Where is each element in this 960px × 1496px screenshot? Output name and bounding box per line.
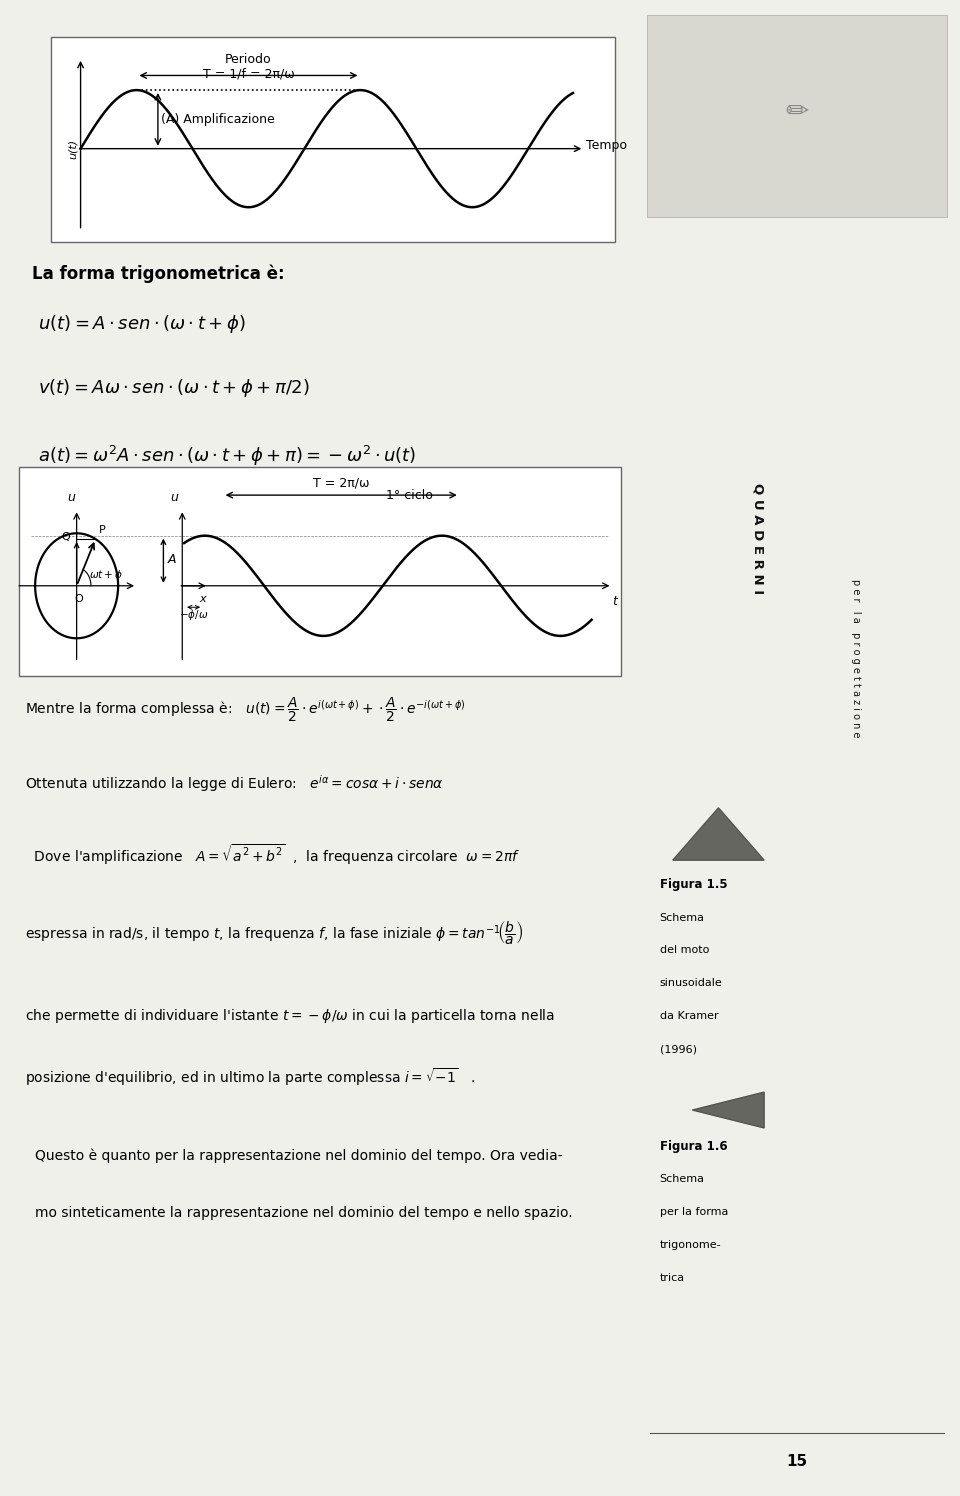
Text: (A) Amplificazione: (A) Amplificazione [161, 112, 276, 126]
Text: 15: 15 [786, 1454, 807, 1469]
Text: Schema: Schema [660, 913, 705, 923]
FancyBboxPatch shape [51, 37, 614, 242]
Text: p e r   l a   p r o g e t t a z i o n e: p e r l a p r o g e t t a z i o n e [851, 579, 860, 738]
Text: Schema: Schema [660, 1174, 705, 1185]
Text: Questo è quanto per la rappresentazione nel dominio del tempo. Ora vedia-: Questo è quanto per la rappresentazione … [35, 1149, 563, 1164]
Polygon shape [673, 808, 764, 860]
Text: 1° ciclo: 1° ciclo [386, 489, 433, 501]
Text: trica: trica [660, 1273, 684, 1284]
Text: trigonome-: trigonome- [660, 1240, 721, 1251]
Text: del moto: del moto [660, 945, 709, 956]
Text: mo sinteticamente la rappresentazione nel dominio del tempo e nello spazio.: mo sinteticamente la rappresentazione ne… [35, 1206, 572, 1219]
Text: espressa in rad/s, il tempo $t$, la frequenza $f$, la fase iniziale $\phi = tan^: espressa in rad/s, il tempo $t$, la freq… [25, 920, 524, 947]
Text: ✏: ✏ [785, 99, 808, 126]
Text: x: x [200, 594, 206, 604]
Text: per la forma: per la forma [660, 1207, 728, 1218]
Text: Tempo: Tempo [586, 139, 627, 153]
Text: A: A [167, 554, 176, 565]
Text: $\omega t+\phi$: $\omega t+\phi$ [88, 568, 123, 582]
Text: $a(t)= \omega^2 A\cdot sen\cdot(\omega\cdot t+\phi+\pi)=-\omega^2\cdot u(t)$: $a(t)= \omega^2 A\cdot sen\cdot(\omega\c… [38, 444, 417, 468]
Text: che permette di individuare l'istante $t = -\phi/\omega$ in cui la particella to: che permette di individuare l'istante $t… [25, 1007, 556, 1025]
Text: sinusoidale: sinusoidale [660, 978, 723, 989]
Text: (1996): (1996) [660, 1044, 697, 1055]
Text: u: u [171, 491, 179, 504]
Text: Figura 1.6: Figura 1.6 [660, 1140, 728, 1153]
Text: Q: Q [61, 531, 70, 542]
Text: u(t): u(t) [68, 139, 78, 159]
Text: Mentre la forma complessa è:   $u(t)= \dfrac{A}{2}\cdot e^{i(\omega t+\phi)} + \: Mentre la forma complessa è: $u(t)= \dfr… [25, 696, 466, 724]
Text: Figura 1.5: Figura 1.5 [660, 878, 728, 892]
Text: u: u [67, 491, 75, 504]
Text: Periodo: Periodo [226, 54, 272, 66]
Text: T = 2π/ω: T = 2π/ω [313, 477, 370, 489]
Text: $v(t)= A\omega\cdot sen\cdot(\omega\cdot t+\phi+\pi/2)$: $v(t)= A\omega\cdot sen\cdot(\omega\cdot… [38, 377, 310, 399]
Text: T = 1/f = 2π/ω: T = 1/f = 2π/ω [203, 67, 295, 81]
Text: t: t [612, 595, 617, 609]
Text: P: P [99, 525, 106, 536]
Text: $-\phi/\omega$: $-\phi/\omega$ [179, 609, 208, 622]
Text: Dove l'amplificazione   $A = \sqrt{a^2+b^2}$  ,  la frequenza circolare  $\omega: Dove l'amplificazione $A = \sqrt{a^2+b^2… [25, 842, 520, 868]
Text: $u(t)= A\cdot sen\cdot(\omega\cdot t+\phi)$: $u(t)= A\cdot sen\cdot(\omega\cdot t+\ph… [38, 313, 246, 335]
Text: Q U A D E R N I: Q U A D E R N I [751, 483, 764, 594]
Text: La forma trigonometrica è:: La forma trigonometrica è: [32, 265, 284, 283]
Text: O: O [74, 594, 83, 604]
Text: Ottenuta utilizzando la legge di Eulero:   $e^{i\alpha} = cos\alpha + i\cdot sen: Ottenuta utilizzando la legge di Eulero:… [25, 773, 444, 794]
Polygon shape [692, 1092, 764, 1128]
Text: da Kramer: da Kramer [660, 1011, 718, 1022]
FancyBboxPatch shape [19, 467, 621, 676]
FancyBboxPatch shape [647, 15, 947, 217]
Text: posizione d'equilibrio, ed in ultimo la parte complessa $i = \sqrt{-1}$   .: posizione d'equilibrio, ed in ultimo la … [25, 1067, 475, 1089]
